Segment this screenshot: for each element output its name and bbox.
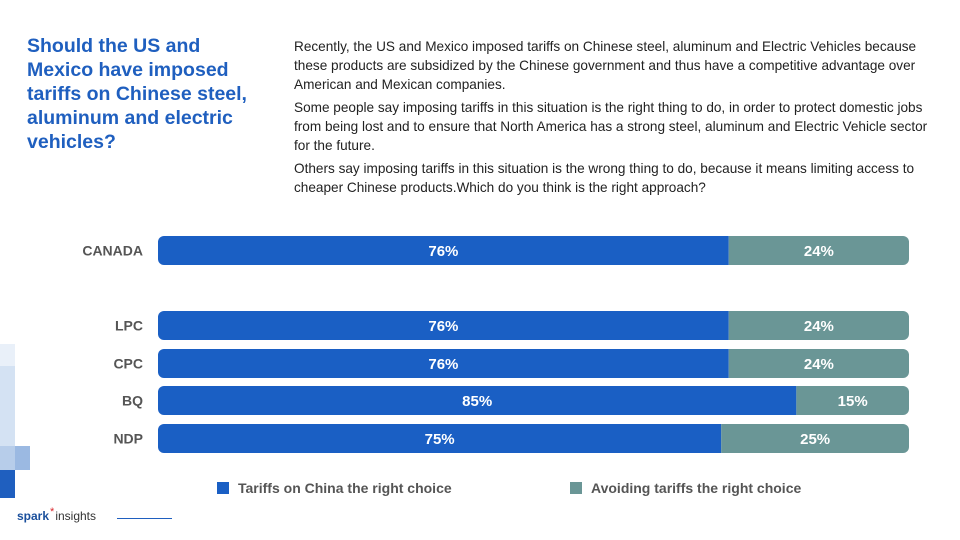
- decorative-block: [15, 446, 30, 470]
- logo-suffix: insights: [55, 509, 96, 523]
- legend-label-avoiding: Avoiding tariffs the right choice: [591, 480, 802, 496]
- decorative-block: [0, 366, 15, 446]
- legend-swatch-avoiding: [570, 482, 582, 494]
- description-paragraph: Some people say imposing tariffs in this…: [294, 100, 928, 153]
- description-paragraph: Others say imposing tariffs in this situ…: [294, 161, 915, 195]
- spark-insights-logo: spark * insights: [17, 506, 96, 523]
- data-label-lpc-avoiding: 24%: [804, 318, 834, 335]
- legend-item-avoiding: Avoiding tariffs the right choice: [570, 480, 801, 496]
- bar-segment-canada-tariffs: [158, 236, 729, 265]
- bar-segment-lpc-avoiding: [728, 311, 909, 340]
- bar-segment-canada-avoiding: [728, 236, 909, 265]
- bar-segment-ndp-tariffs: [158, 424, 722, 453]
- category-label-ndp: NDP: [113, 431, 143, 447]
- data-label-bq-avoiding: 15%: [838, 393, 868, 410]
- bar-segment-bq-tariffs: [158, 386, 797, 415]
- logo-brand: spark: [17, 509, 50, 523]
- question-description: Recently, the US and Mexico imposed tari…: [294, 37, 944, 201]
- category-label-lpc: LPC: [115, 318, 143, 334]
- data-label-ndp-tariffs: 75%: [425, 431, 455, 448]
- decorative-block: [0, 470, 15, 498]
- data-label-canada-avoiding: 24%: [804, 243, 834, 260]
- legend-item-tariffs: Tariffs on China the right choice: [217, 480, 452, 496]
- category-label-cpc: CPC: [113, 356, 143, 372]
- bar-segment-lpc-tariffs: [158, 311, 729, 340]
- data-label-bq-tariffs: 85%: [462, 393, 492, 410]
- data-label-ndp-avoiding: 25%: [800, 431, 830, 448]
- decorative-block: [0, 446, 15, 470]
- data-label-cpc-tariffs: 76%: [428, 356, 458, 373]
- description-paragraph: Recently, the US and Mexico imposed tari…: [294, 39, 917, 92]
- data-label-lpc-tariffs: 76%: [428, 318, 458, 335]
- category-label-canada: CANADA: [82, 243, 143, 259]
- legend-swatch-tariffs: [217, 482, 229, 494]
- stacked-bar-chart: CANADA 76% 24% LPC 76% 24% CPC 76% 24% BQ 85% 15% ND…: [82, 236, 909, 453]
- bar-segment-cpc-avoiding: [728, 349, 909, 378]
- legend-label-tariffs: Tariffs on China the right choice: [238, 480, 452, 496]
- logo-underline: [117, 518, 172, 519]
- category-label-bq: BQ: [122, 393, 143, 409]
- bar-segment-cpc-tariffs: [158, 349, 729, 378]
- logo-star-icon: *: [50, 506, 55, 518]
- decorative-block: [0, 344, 15, 366]
- data-label-canada-tariffs: 76%: [428, 243, 458, 260]
- data-label-cpc-avoiding: 24%: [804, 356, 834, 373]
- slide-title: Should the US and Mexico have imposed ta…: [27, 35, 247, 153]
- bar-segment-ndp-avoiding: [721, 424, 909, 453]
- bar-segment-bq-avoiding: [796, 386, 909, 415]
